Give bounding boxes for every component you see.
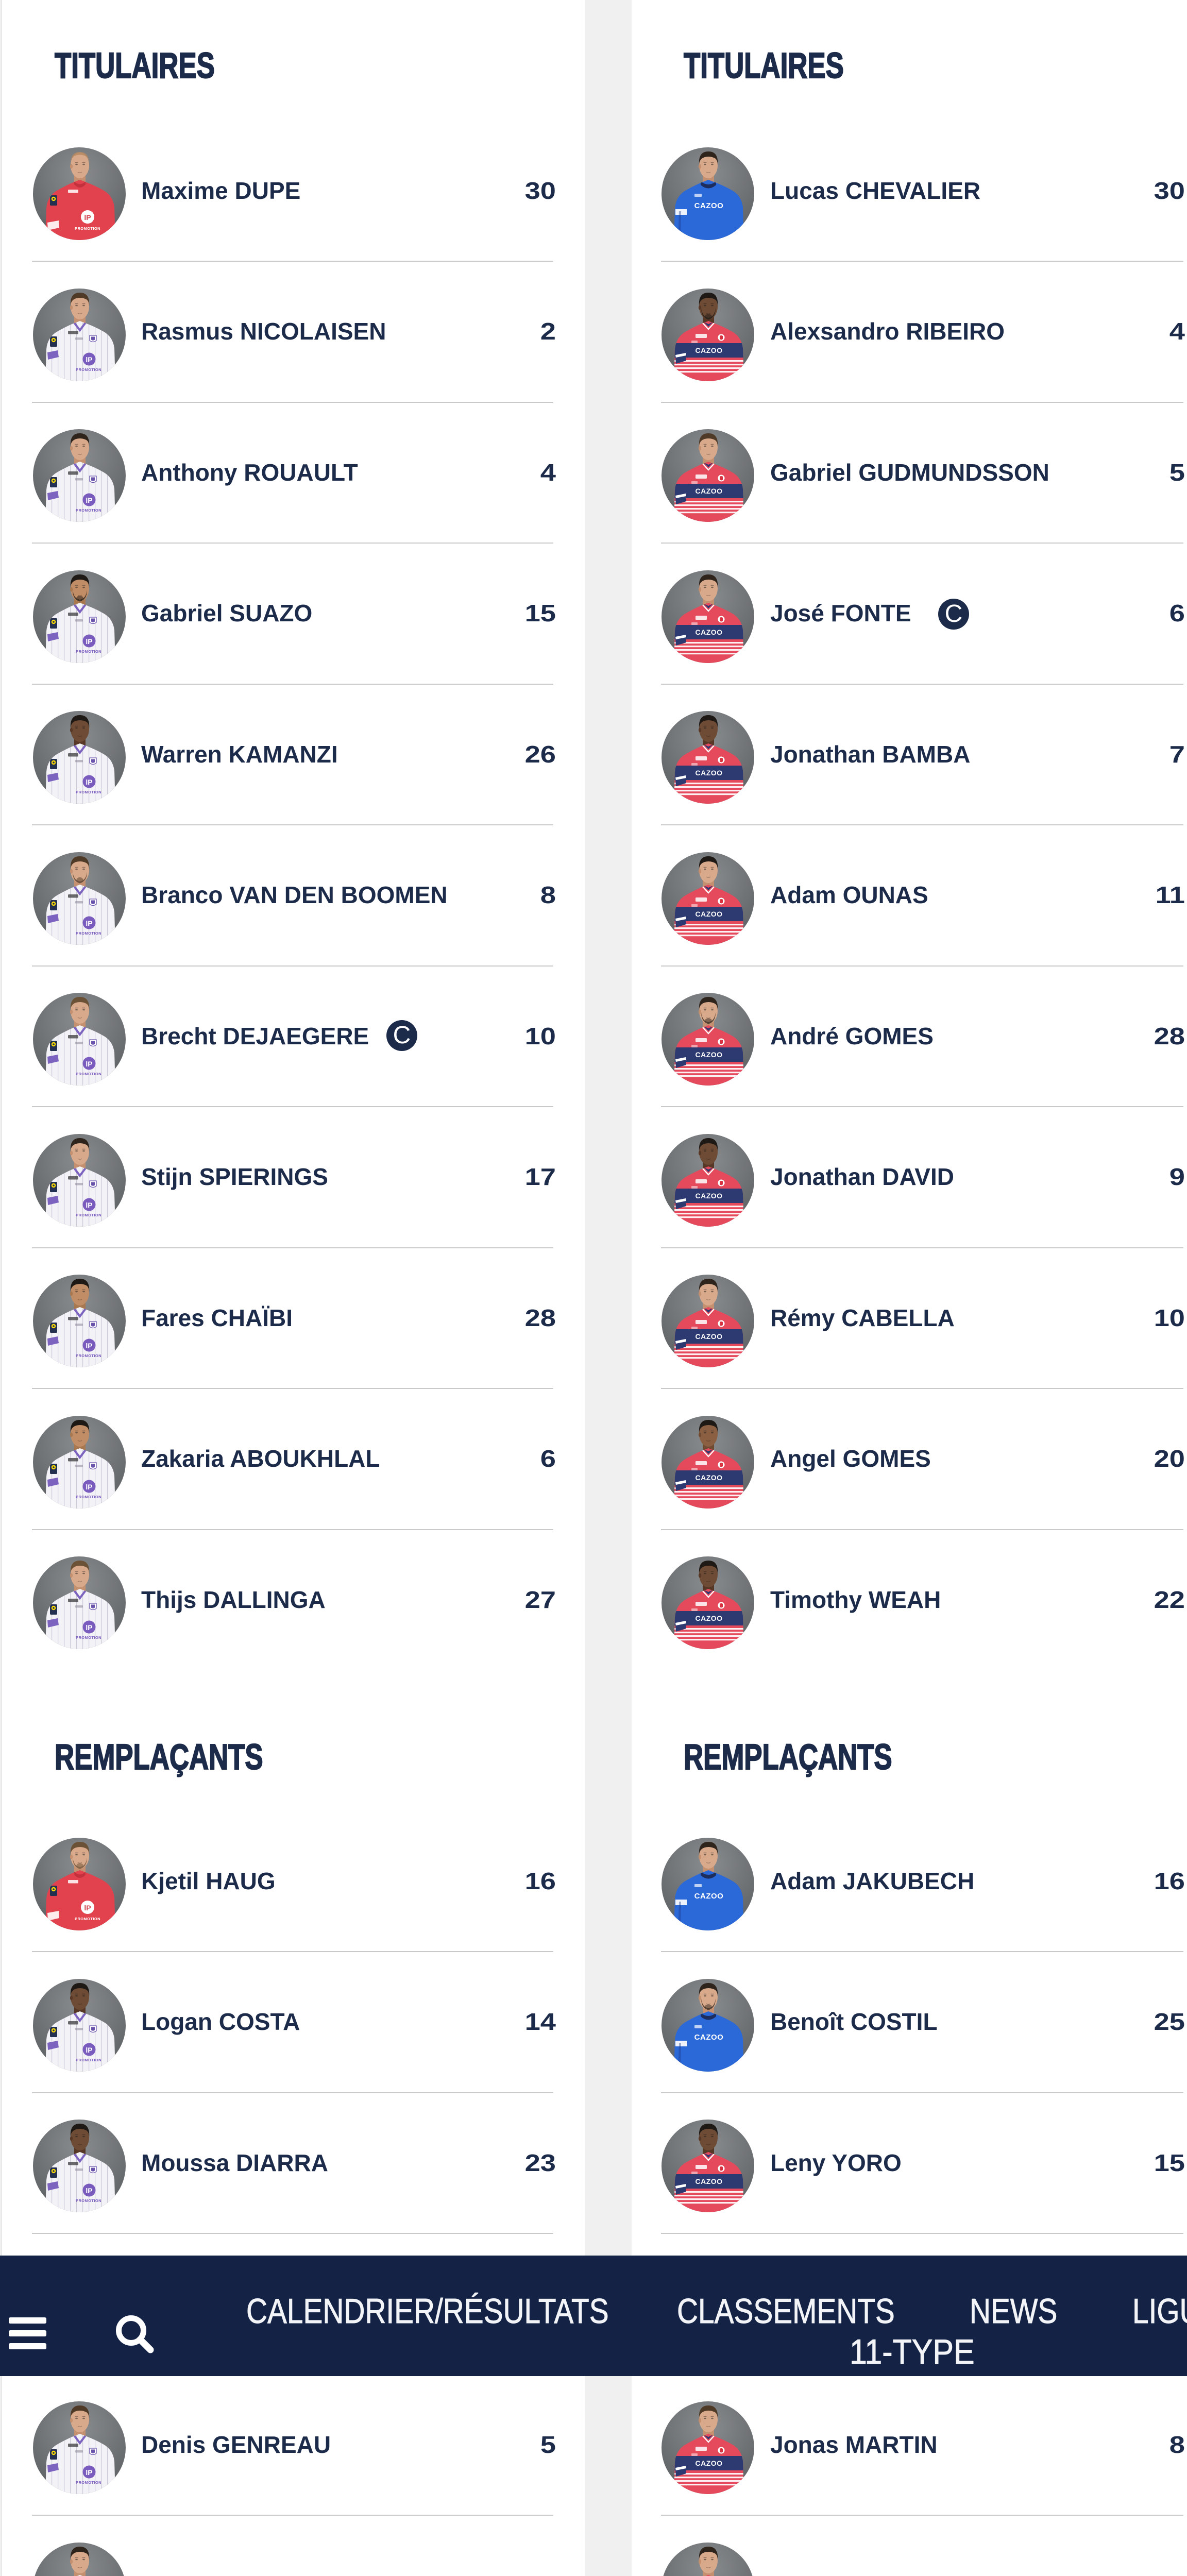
- svg-text:PROMOTION: PROMOTION: [76, 1495, 101, 1499]
- svg-text:PROMOTION: PROMOTION: [75, 226, 100, 231]
- svg-text:lP: lP: [86, 637, 92, 646]
- svg-text:PROMOTION: PROMOTION: [76, 2058, 101, 2062]
- svg-text:lP: lP: [84, 1904, 91, 1912]
- svg-text:CAZOO: CAZOO: [695, 2177, 722, 2185]
- svg-text:PROMOTION: PROMOTION: [76, 1635, 101, 1640]
- svg-text:lP: lP: [86, 2046, 92, 2054]
- svg-text:lP: lP: [86, 355, 92, 364]
- svg-text:lP: lP: [86, 919, 92, 927]
- svg-text:PROMOTION: PROMOTION: [76, 790, 101, 794]
- svg-text:lP: lP: [84, 213, 91, 222]
- svg-text:CAZOO: CAZOO: [694, 1892, 724, 1901]
- svg-text:PROMOTION: PROMOTION: [76, 2198, 101, 2203]
- svg-text:CAZOO: CAZOO: [695, 346, 722, 354]
- svg-text:lP: lP: [86, 2187, 92, 2195]
- svg-text:lP: lP: [86, 778, 92, 786]
- svg-text:PROMOTION: PROMOTION: [76, 931, 101, 936]
- svg-text:CAZOO: CAZOO: [695, 1050, 722, 1059]
- svg-text:CAZOO: CAZOO: [695, 1473, 722, 1482]
- svg-text:lP: lP: [86, 2468, 92, 2477]
- svg-text:PROMOTION: PROMOTION: [76, 1072, 101, 1076]
- svg-text:lP: lP: [86, 1060, 92, 1068]
- svg-text:CAZOO: CAZOO: [695, 2459, 722, 2467]
- svg-text:CAZOO: CAZOO: [695, 628, 722, 636]
- svg-text:PROMOTION: PROMOTION: [76, 367, 101, 372]
- svg-text:PROMOTION: PROMOTION: [76, 649, 101, 654]
- svg-text:CAZOO: CAZOO: [695, 1192, 722, 1200]
- svg-text:CAZOO: CAZOO: [695, 910, 722, 918]
- svg-text:lP: lP: [86, 1201, 92, 1209]
- svg-text:CAZOO: CAZOO: [695, 487, 722, 495]
- svg-text:lP: lP: [86, 1342, 92, 1350]
- svg-text:PROMOTION: PROMOTION: [76, 1213, 101, 1217]
- svg-text:CAZOO: CAZOO: [695, 1332, 722, 1341]
- svg-text:PROMOTION: PROMOTION: [75, 1917, 100, 1921]
- svg-text:lP: lP: [86, 496, 92, 504]
- svg-text:PROMOTION: PROMOTION: [76, 2480, 101, 2485]
- svg-text:CAZOO: CAZOO: [695, 769, 722, 777]
- svg-text:PROMOTION: PROMOTION: [76, 508, 101, 513]
- svg-text:CAZOO: CAZOO: [695, 1614, 722, 1622]
- svg-text:lP: lP: [86, 1623, 92, 1632]
- svg-text:lP: lP: [86, 1483, 92, 1491]
- svg-text:PROMOTION: PROMOTION: [76, 1353, 101, 1358]
- svg-text:CAZOO: CAZOO: [694, 2033, 724, 2042]
- svg-text:CAZOO: CAZOO: [694, 201, 724, 210]
